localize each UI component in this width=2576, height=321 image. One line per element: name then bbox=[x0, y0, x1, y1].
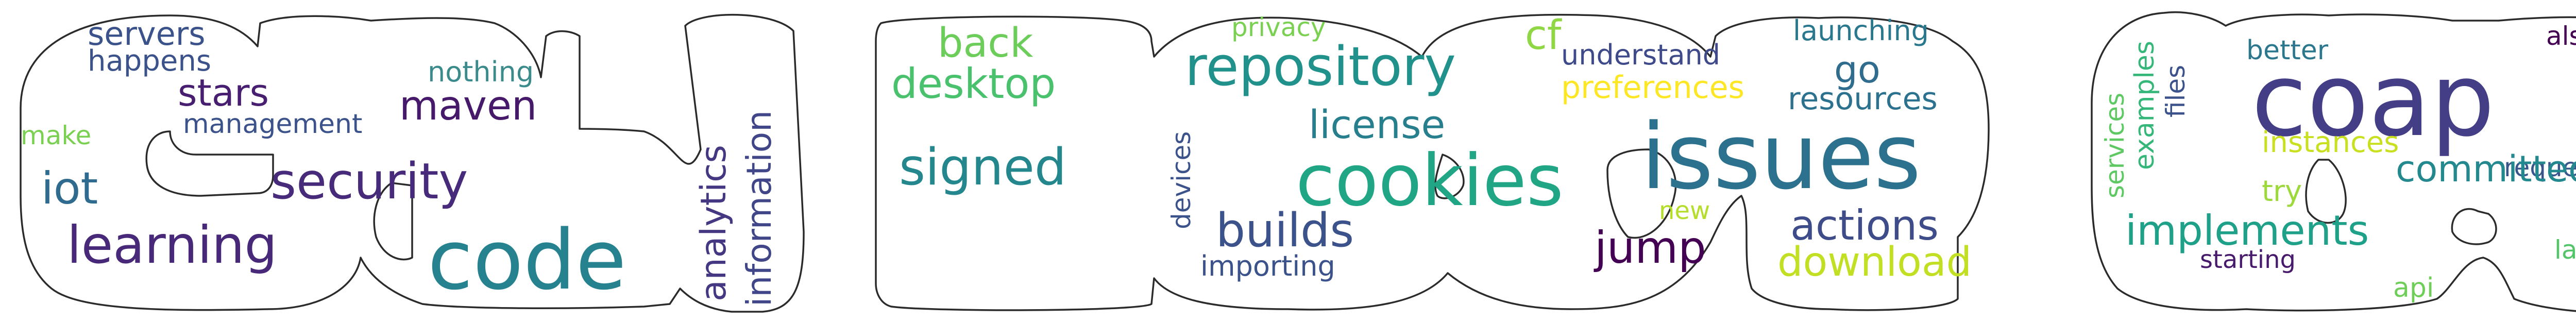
word-resources: resources bbox=[1788, 81, 1938, 117]
word-cloud-panel-2: back desktop signed privacy cf understan… bbox=[875, 12, 1990, 311]
word-coap: coap bbox=[2251, 42, 2495, 159]
word-understand: understand bbox=[1561, 39, 1720, 71]
word-new: new bbox=[1659, 196, 1710, 225]
panel-2-inner-outline bbox=[1606, 148, 1677, 239]
word-signed: signed bbox=[899, 138, 1066, 197]
panel-2-mask-outline bbox=[875, 13, 1990, 311]
word-actions: actions bbox=[1790, 201, 1939, 249]
word-maven: maven bbox=[399, 83, 537, 129]
word-information: information bbox=[739, 110, 779, 307]
word-launching: launching bbox=[1793, 14, 1929, 47]
panel-1-mask-outline bbox=[20, 13, 805, 313]
word-management: management bbox=[183, 109, 362, 140]
word-latest: latest bbox=[2554, 235, 2576, 265]
word-cookies: cookies bbox=[1296, 139, 1564, 222]
word-services: services bbox=[2100, 93, 2130, 198]
panel-1-inner-outline bbox=[145, 130, 274, 197]
word-license: license bbox=[1309, 102, 1445, 147]
word-make: make bbox=[21, 121, 91, 150]
word-examples: examples bbox=[2129, 41, 2160, 170]
word-requests: requests bbox=[2504, 153, 2576, 182]
word-cloud-panel-3: better also coap examples files services… bbox=[2091, 11, 2576, 312]
panel-2-inner-outline-2 bbox=[1434, 154, 1465, 199]
word-starting: starting bbox=[2200, 245, 2296, 274]
word-privacy: privacy bbox=[1231, 12, 1326, 42]
word-security: security bbox=[270, 153, 468, 210]
word-preferences: preferences bbox=[1561, 70, 1744, 106]
word-download: download bbox=[1777, 239, 1972, 285]
word-cf: cf bbox=[1525, 12, 1562, 59]
word-api: api bbox=[2393, 273, 2434, 303]
word-files: files bbox=[2161, 65, 2191, 117]
panel-1-inner-outline-2 bbox=[373, 182, 413, 261]
word-issues: issues bbox=[1641, 104, 1921, 210]
word-iot: iot bbox=[41, 163, 98, 214]
word-back: back bbox=[938, 20, 1033, 66]
word-better: better bbox=[2246, 35, 2329, 66]
word-go: go bbox=[1834, 48, 1880, 91]
word-learning: learning bbox=[67, 215, 277, 275]
word-importing: importing bbox=[1200, 250, 1335, 282]
word-implements: implements bbox=[2125, 207, 2369, 255]
word-also: also bbox=[2546, 21, 2576, 51]
word-stars: stars bbox=[178, 71, 269, 114]
word-repository: repository bbox=[1185, 35, 1456, 98]
word-happens: happens bbox=[88, 44, 211, 78]
word-nothing: nothing bbox=[428, 56, 534, 88]
panel-3-inner-outline bbox=[2451, 208, 2497, 245]
word-instances: instances bbox=[2262, 126, 2399, 159]
panel-3-inner-outline-2 bbox=[2305, 159, 2347, 224]
word-committed: committed bbox=[2396, 148, 2576, 190]
word-analytics: analytics bbox=[693, 145, 734, 301]
word-devices: devices bbox=[1166, 131, 1196, 229]
word-jump: jump bbox=[1594, 222, 1706, 274]
word-try: try bbox=[2262, 175, 2302, 208]
word-code: code bbox=[428, 212, 626, 308]
word-builds: builds bbox=[1216, 204, 1354, 258]
word-desktop: desktop bbox=[891, 60, 1056, 108]
word-servers: servers bbox=[88, 15, 206, 53]
word-cloud-panel-1: servers happens nothing stars maven make… bbox=[20, 13, 805, 313]
